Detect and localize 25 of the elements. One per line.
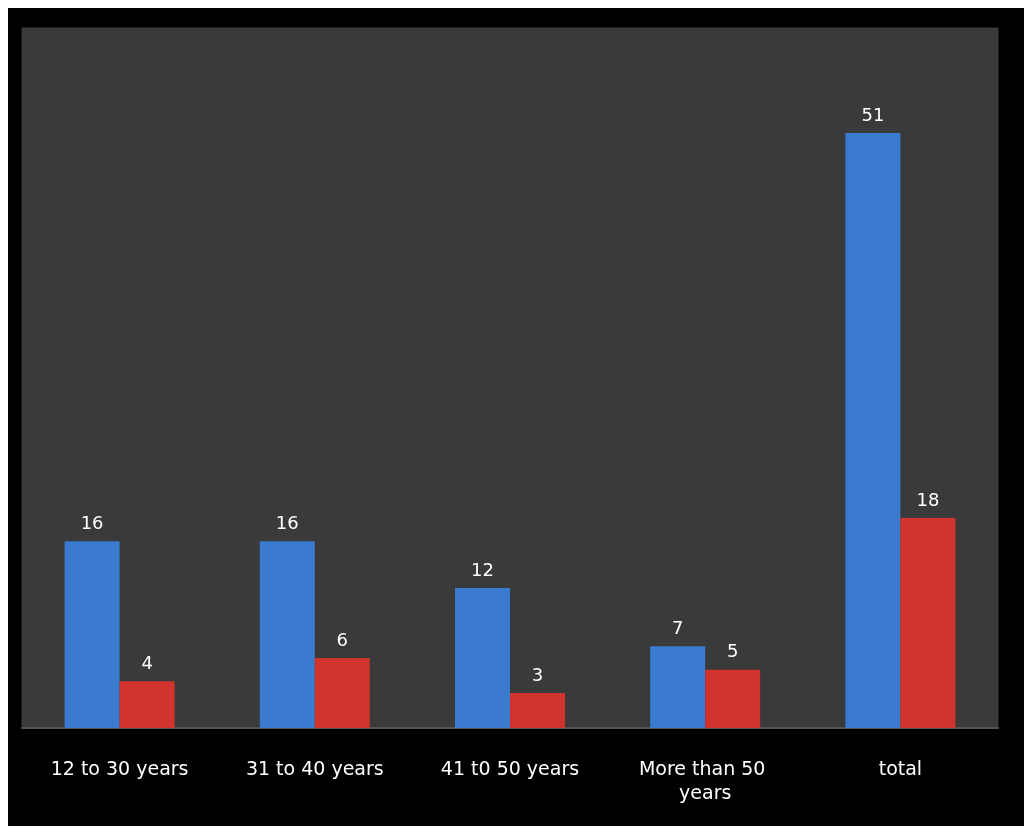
bar [650, 646, 706, 728]
data-label: 4 [141, 651, 153, 673]
bar [64, 541, 120, 728]
data-label: 6 [336, 628, 349, 650]
bar [705, 669, 761, 728]
bar [510, 693, 565, 728]
bar [455, 588, 510, 728]
bar [845, 133, 901, 728]
data-label: 18 [916, 488, 940, 510]
x-tick-label: More than 50 years [638, 757, 772, 803]
bar [259, 541, 315, 728]
x-tick-label: 12 to 30 years [50, 757, 189, 779]
bar [314, 658, 370, 728]
data-label: 12 [471, 558, 494, 580]
x-tick-label: 31 to 40 years [245, 757, 384, 779]
x-tick-label: total [878, 757, 923, 779]
bar [900, 518, 956, 728]
data-label: 51 [861, 103, 885, 125]
data-label: 7 [671, 616, 684, 638]
data-label: 16 [80, 511, 104, 533]
x-tick-label: 41 t0 50 years [440, 757, 580, 779]
data-label: 16 [275, 511, 299, 533]
data-label: 3 [531, 663, 544, 685]
bar [119, 681, 175, 728]
data-label: 5 [726, 640, 739, 662]
